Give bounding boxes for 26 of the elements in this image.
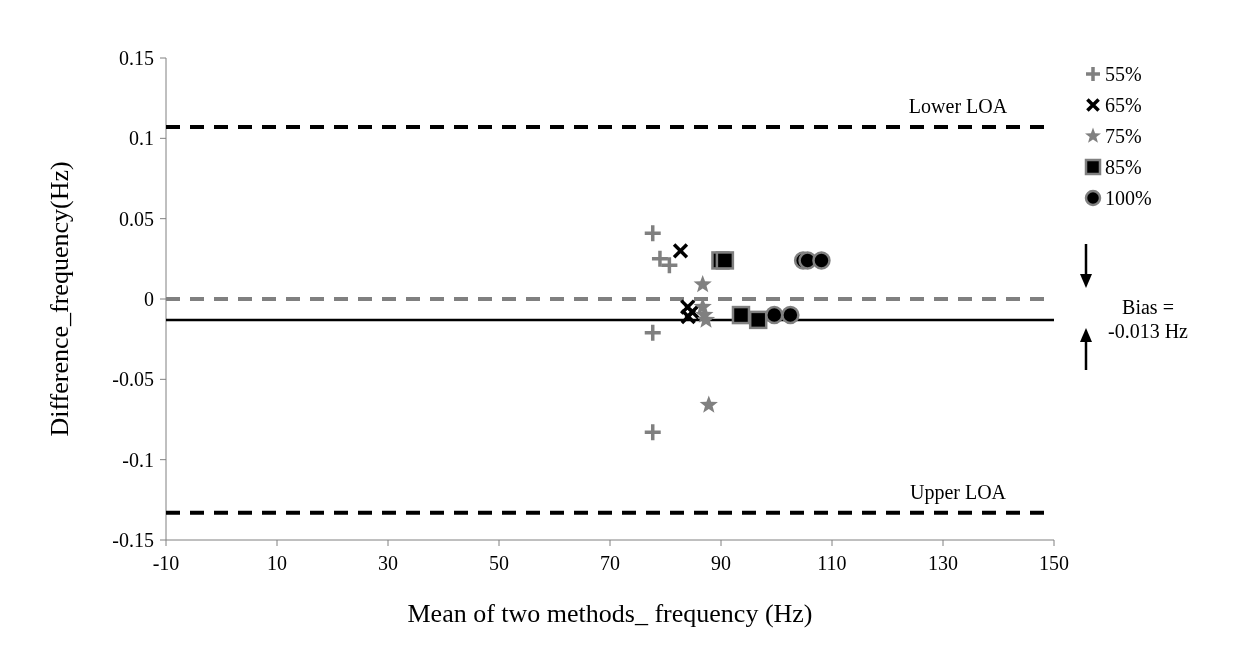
x-tick-label: 70 (600, 552, 620, 574)
legend-label: 100% (1105, 187, 1152, 209)
x-tick-label: 130 (928, 552, 958, 574)
x-tick-label: 50 (489, 552, 509, 574)
legend-label: 65% (1105, 94, 1142, 116)
y-tick-label: -0.1 (122, 448, 154, 471)
legend-label: 55% (1105, 63, 1142, 85)
x-tick-label: -10 (152, 552, 180, 574)
y-tick-label: 0 (144, 288, 154, 310)
ref-line-label: Lower LOA (908, 95, 1008, 118)
y-tick-label: 0.1 (129, 127, 154, 150)
x-tick-label: 110 (817, 552, 847, 574)
y-tick-label: -0.05 (112, 368, 154, 391)
x-tick-label: 150 (1039, 552, 1069, 574)
x-tick-label: 90 (711, 552, 731, 574)
y-tick-label: -0.15 (112, 529, 154, 551)
y-tick-label: 0.05 (119, 207, 154, 230)
y-axis-title: Difference_frequency(Hz) (45, 161, 74, 437)
x-tick-label: 30 (378, 552, 398, 574)
legend-label: 75% (1105, 125, 1142, 147)
x-tick-label: 10 (267, 552, 287, 574)
ref-line-label: Bias = -0.013 Hz (1108, 295, 1189, 342)
y-tick-label: 0.15 (119, 47, 154, 69)
x-axis-title: Mean of two methods_ frequency (Hz) (407, 599, 813, 628)
legend-label: 85% (1105, 156, 1142, 178)
ref-line-label: Upper LOA (909, 480, 1007, 504)
